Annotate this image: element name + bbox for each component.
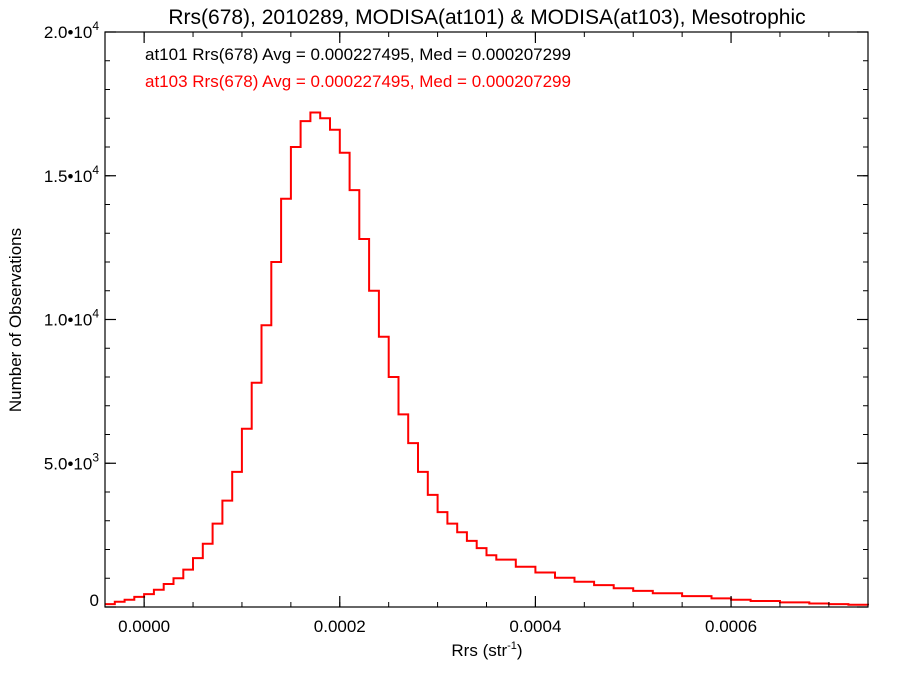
- data-layer: [105, 111, 869, 606]
- y-tick-label: 0: [90, 591, 99, 610]
- y-tick-label: 1.5•104: [44, 163, 100, 186]
- annotation-1: at101 Rrs(678) Avg = 0.000227495, Med = …: [145, 45, 571, 64]
- plot-frame: [104, 31, 869, 608]
- x-tick-label: 0.0002: [314, 617, 366, 636]
- y-tick-label: 5.0•103: [44, 450, 100, 473]
- x-axis-label: Rrs (str-1): [451, 640, 522, 660]
- x-tick-label: 0.0006: [705, 617, 757, 636]
- y-tick-label: 1.0•104: [44, 307, 100, 330]
- x-tick-label: 0.0000: [118, 617, 170, 636]
- y-axis: 0 5.0•103 1.0•104 1.5•104 2.0•104: [44, 19, 868, 610]
- x-tick-label: 0.0004: [509, 617, 561, 636]
- chart-title: Rrs(678), 2010289, MODISA(at101) & MODIS…: [168, 6, 805, 29]
- x-axis: 0.0000 0.0002 0.0004 0.0006: [118, 32, 830, 636]
- y-tick-label: 2.0•104: [44, 19, 100, 42]
- annotations: at101 Rrs(678) Avg = 0.000227495, Med = …: [145, 45, 571, 91]
- y-axis-label: Number of Observations: [6, 228, 25, 412]
- annotation-2: at103 Rrs(678) Avg = 0.000227495, Med = …: [145, 72, 571, 91]
- series-line-1: [105, 111, 869, 606]
